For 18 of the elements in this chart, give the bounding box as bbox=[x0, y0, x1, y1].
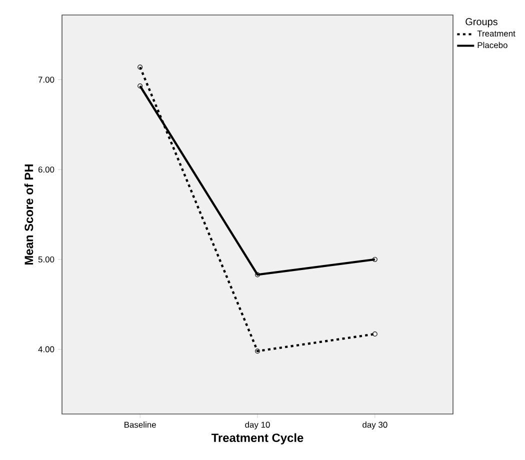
legend-label: Treatment bbox=[477, 30, 516, 37]
y-tick-label: 4.00 bbox=[38, 346, 54, 352]
point bbox=[372, 256, 378, 262]
x-tick-label: Baseline bbox=[124, 422, 156, 428]
x-tick-label: day 10 bbox=[245, 422, 270, 430]
x-axis-title: Treatment Cycle bbox=[211, 433, 304, 444]
point bbox=[138, 64, 143, 70]
point bbox=[255, 348, 260, 354]
point bbox=[255, 272, 260, 278]
legend-title: Groups bbox=[466, 18, 498, 28]
legend-label: Placebo bbox=[478, 42, 508, 48]
point bbox=[372, 332, 378, 337]
y-tick-label: 6.00 bbox=[38, 166, 54, 173]
x-tick-label: day 30 bbox=[362, 422, 388, 430]
point bbox=[138, 83, 143, 88]
y-tick-label: 7.00 bbox=[38, 76, 54, 83]
y-axis-title: Mean Score of PH bbox=[24, 164, 34, 265]
y-tick-label: 5.00 bbox=[38, 256, 54, 262]
